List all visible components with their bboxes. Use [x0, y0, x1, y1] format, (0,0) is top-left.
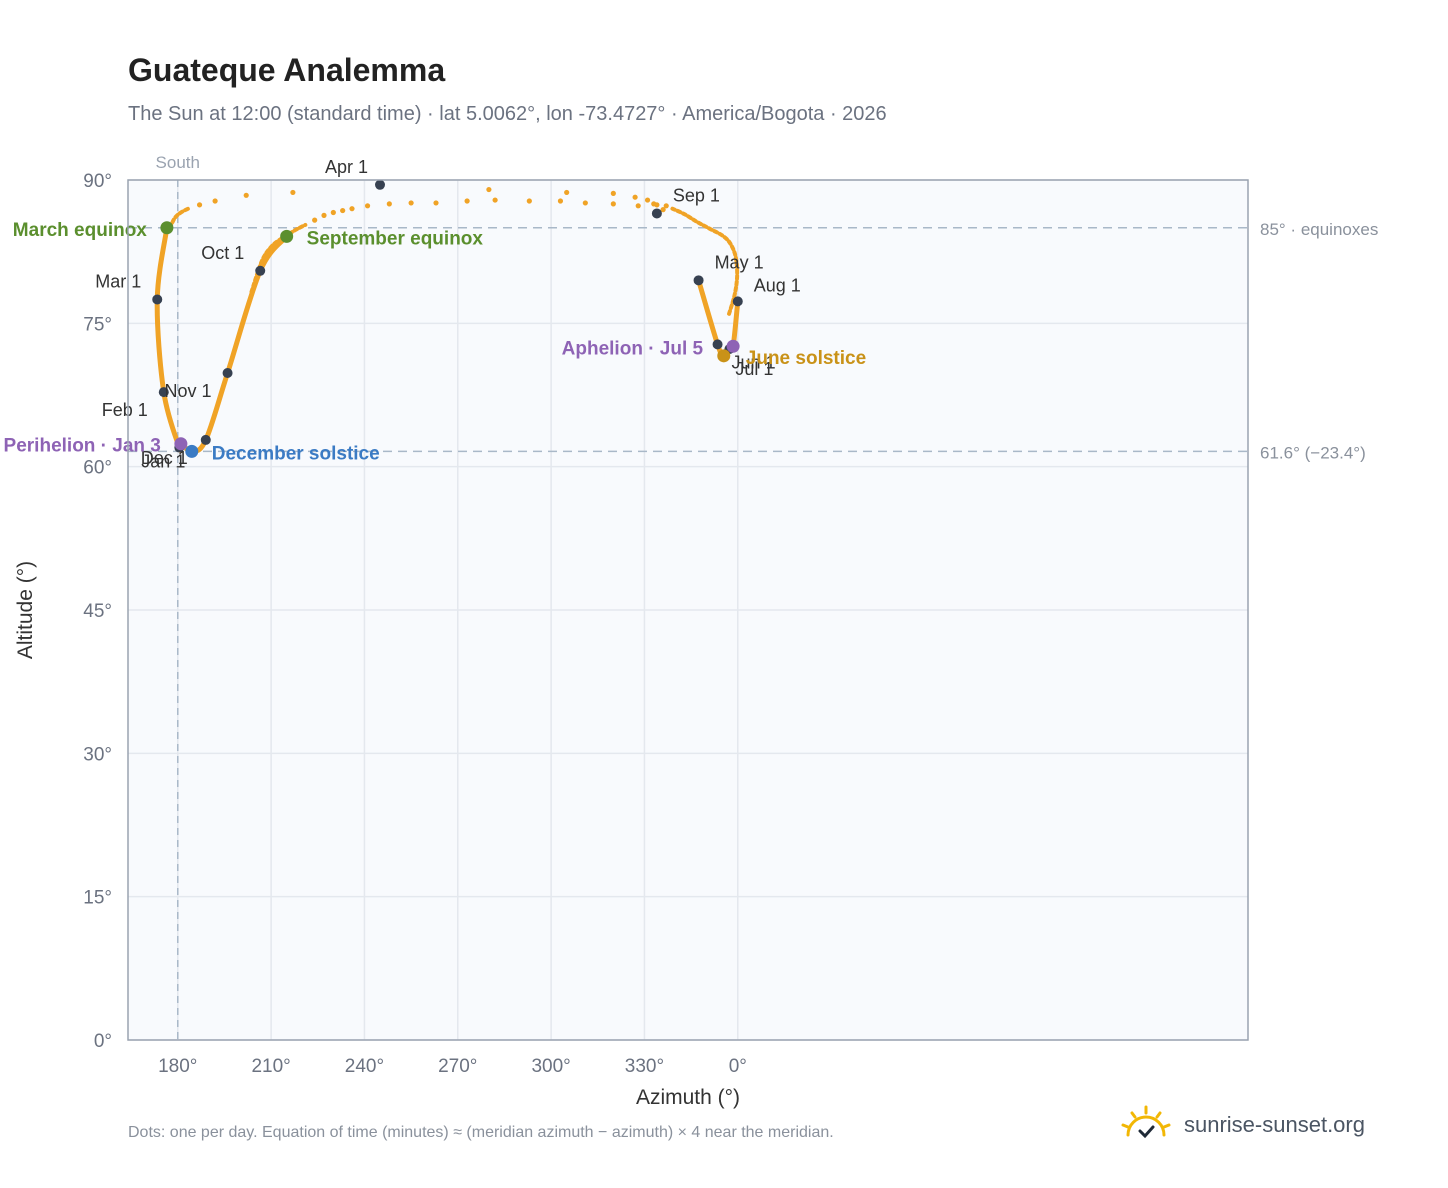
event-marker [717, 349, 731, 363]
month-label: Jan 1 [141, 452, 185, 472]
event-marker [726, 339, 740, 353]
month-marker [158, 387, 169, 398]
south-reference-label: South [156, 153, 200, 172]
daily-dot [635, 203, 641, 209]
altitude-reference-label: 61.6° (−23.4°) [1260, 443, 1366, 462]
daily-dots-dense [168, 205, 193, 230]
daily-dot [663, 203, 669, 209]
month-label: Apr 1 [325, 157, 368, 177]
daily-dot [212, 198, 218, 204]
month-label: Aug 1 [754, 275, 801, 295]
month-label: Nov 1 [165, 381, 212, 401]
month-label: Dec 1 [141, 448, 188, 468]
brand-logo[interactable]: sunrise-sunset.org [1120, 1100, 1365, 1150]
event-marker [280, 229, 294, 243]
month-marker [222, 368, 233, 379]
daily-dot [386, 201, 392, 207]
daily-dot [196, 202, 203, 208]
daily-dot [321, 212, 327, 218]
month-marker [375, 179, 385, 190]
month-label: Mar 1 [95, 271, 141, 291]
x-tick-label: 300° [531, 1056, 570, 1077]
month-label: Jul 1 [735, 359, 773, 379]
daily-dot [610, 190, 616, 196]
month-label: Sep 1 [673, 185, 720, 205]
month-marker [152, 294, 163, 305]
daily-dot [312, 217, 318, 223]
daily-dot [632, 194, 638, 200]
event-label: December solstice [212, 443, 380, 464]
y-axis-label: Altitude (°) [14, 561, 37, 659]
daily-dot [340, 207, 346, 214]
x-tick-label: 240° [345, 1056, 384, 1077]
daily-dots-dense [670, 206, 740, 316]
event-label: Perihelion · Jan 3 [4, 436, 161, 457]
month-marker [712, 339, 723, 350]
event-label: June solstice [746, 348, 866, 369]
sun-icon [1121, 1105, 1171, 1139]
daily-dot [660, 207, 666, 213]
x-tick-label: 330° [625, 1056, 664, 1077]
month-label: Feb 1 [102, 400, 148, 420]
daily-dot [486, 186, 492, 193]
brand-name: sunrise-sunset.org [1184, 1112, 1365, 1137]
month-marker [693, 275, 704, 286]
daily-dot [349, 206, 355, 212]
event-label: September equinox [307, 228, 484, 249]
month-marker [200, 434, 211, 445]
daily-dot [526, 198, 532, 204]
event-markers: March equinox September equinox December s… [4, 220, 867, 465]
daily-dot [492, 197, 498, 203]
event-marker [185, 444, 199, 458]
event-marker [174, 437, 188, 451]
x-axis-label: Azimuth (°) [636, 1086, 740, 1109]
daily-dot [651, 201, 657, 207]
event-marker [160, 221, 174, 235]
reference-lines: South 85° · equinoxes 61.6° (−23.4°) [128, 153, 1378, 1040]
daily-dot [557, 198, 564, 204]
month-marker [732, 296, 743, 307]
daily-dot [330, 209, 336, 216]
month-marker [255, 265, 266, 276]
daily-dot [364, 203, 371, 209]
month-label: Oct 1 [201, 243, 244, 263]
x-tick-label: 180° [158, 1056, 197, 1077]
daily-dot [243, 192, 249, 198]
month-marker [651, 208, 662, 219]
footnote: Dots: one per day. Equation of time (min… [128, 1124, 834, 1141]
daily-dot [408, 200, 414, 206]
month-label: May 1 [715, 252, 764, 272]
y-tick-label: 30° [83, 744, 112, 765]
daily-dot [433, 200, 439, 206]
daily-dot [564, 189, 570, 196]
event-label: Aphelion · Jul 5 [562, 338, 704, 359]
y-tick-label: 45° [83, 601, 112, 622]
y-tick-label: 90° [83, 171, 112, 192]
daily-dot [610, 201, 616, 207]
y-tick-label: 60° [83, 458, 112, 479]
chart-subtitle: The Sun at 12:00 (standard time) · lat 5… [128, 103, 887, 125]
axis-ticks: 180° 210° 240° 270° 300° 330° 0° 0° 15° 30° 45° 60°… [83, 171, 747, 1077]
x-tick-label: 0° [729, 1056, 747, 1077]
daily-dot [644, 197, 651, 203]
event-label: March equinox [13, 220, 148, 241]
x-tick-label: 210° [251, 1056, 290, 1077]
daily-dots-dense [249, 222, 308, 294]
y-tick-label: 15° [83, 888, 112, 909]
chart-title: Guateque Analemma [128, 52, 446, 88]
daily-dot [464, 198, 470, 204]
x-tick-label: 270° [438, 1056, 477, 1077]
plot-frame [127, 179, 1249, 1041]
daily-dot [582, 200, 588, 206]
month-label: Jun 1 [732, 352, 776, 372]
daily-dot [290, 189, 296, 196]
y-tick-label: 0° [94, 1031, 112, 1052]
altitude-reference-label: 85° · equinoxes [1260, 220, 1378, 239]
sparse-daily-dots [196, 186, 669, 223]
y-tick-label: 75° [83, 314, 112, 335]
